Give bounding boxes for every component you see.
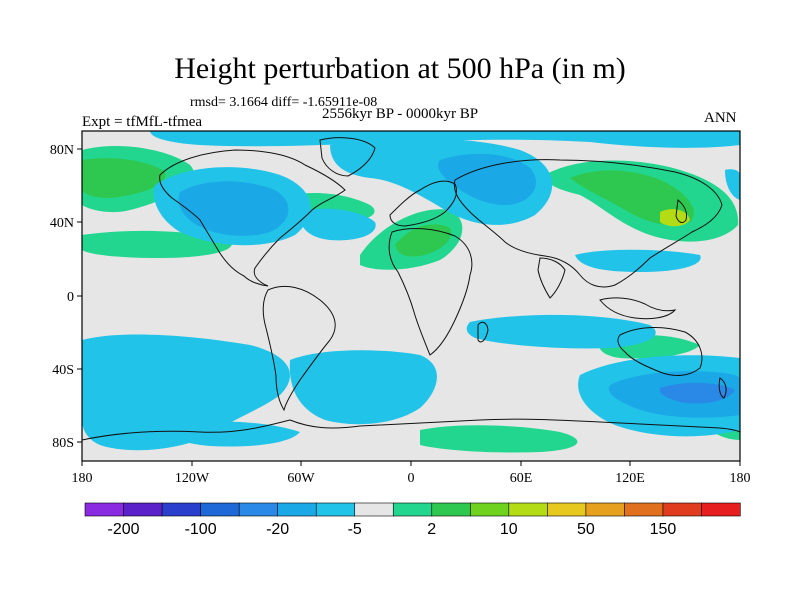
y-axis-labels: 80N 40N 0 40S 80S: [50, 143, 74, 451]
colorbar-swatch: [123, 502, 163, 517]
colorbar-label: 50: [577, 521, 595, 538]
contour-neg-siberia-core: [437, 153, 536, 205]
colorbar-label: -5: [348, 521, 362, 538]
contour-neg-south-pacific: [82, 334, 290, 451]
contour-neg-asia-band: [575, 249, 701, 272]
coast-indonesia: [599, 297, 677, 320]
tick-marks: [77, 148, 741, 466]
colorbar-swatch: [200, 502, 240, 517]
coast-south-america: [262, 285, 336, 412]
y-tick-label: 40N: [50, 216, 74, 231]
colorbar-swatch: [238, 502, 279, 517]
colorbar-swatch: [161, 502, 202, 517]
y-tick-label: 80N: [50, 143, 74, 158]
colorbar-label: -20: [266, 521, 289, 538]
coast-japan: [675, 199, 687, 224]
colorbar-label: 10: [500, 521, 518, 538]
colorbar-swatch: [277, 502, 317, 517]
contour-pos-southern-ocean-band: [420, 425, 578, 453]
y-tick-label: 0: [67, 290, 74, 305]
colorbar-swatch: [469, 502, 510, 517]
colorbar-swatch: [547, 502, 587, 517]
colorbar-label: -200: [108, 521, 140, 538]
coast-greenland: [319, 137, 376, 177]
coastlines: [81, 137, 741, 441]
contour-neg-australia-south-peak: [659, 382, 735, 404]
x-tick-label: 60W: [287, 471, 315, 486]
colorbar-label: 150: [650, 521, 677, 538]
colorbar: [84, 502, 741, 517]
contour-neg-southern-west: [169, 421, 300, 447]
colorbar-swatch: [585, 502, 626, 517]
colorbar-swatch: [315, 502, 356, 517]
x-tick-label: 0: [408, 471, 415, 486]
colorbar-swatch: [392, 502, 433, 517]
rmsd-stats: rmsd= 3.1664 diff= -1.65911e-08: [190, 95, 378, 110]
plot-title: Height perturbation at 500 hPa (in m): [174, 52, 626, 85]
contour-pos-pacific-west: [82, 230, 232, 258]
coast-antarctica: [81, 418, 741, 441]
colorbar-label: -100: [185, 521, 217, 538]
colorbar-label: 2: [427, 521, 436, 538]
coast-new-zealand: [718, 377, 727, 399]
colorbar-labels: -200 -100 -20 -5 2 10 50 150: [108, 521, 677, 538]
y-tick-label: 80S: [52, 436, 74, 451]
contour-neg-south-atlantic: [289, 350, 437, 425]
contour-pos-north-pacific-core: [82, 158, 166, 198]
x-axis-labels: 180 120W 60W 0 60E 120E 180: [72, 471, 751, 486]
coast-africa: [388, 228, 473, 356]
colorbar-swatch: [662, 502, 703, 517]
coast-madagascar: [477, 321, 489, 343]
season-label: ANN: [704, 110, 737, 126]
y-tick-label: 40S: [52, 363, 74, 378]
colorbar-swatch: [354, 502, 394, 517]
colorbar-swatch: [508, 502, 548, 517]
contour-neg-north-america-core: [178, 181, 289, 236]
contour-field: [82, 131, 740, 453]
x-tick-label: 180: [730, 471, 751, 486]
period-label: 2556kyr BP - 0000kyr BP: [322, 106, 479, 122]
experiment-label: Expt = tfMfL-tfmea: [82, 114, 203, 130]
contour-pos-north-africa-core: [395, 224, 451, 257]
coast-asia: [453, 159, 723, 288]
contour-neg-east-edge: [725, 169, 740, 200]
x-tick-label: 120E: [615, 471, 645, 486]
contour-neg-indian-ocean: [466, 314, 656, 349]
coast-north-america: [159, 149, 346, 287]
x-tick-label: 60E: [510, 471, 533, 486]
colorbar-swatch: [431, 502, 471, 517]
coast-australia: [617, 326, 703, 376]
colorbar-swatch: [84, 502, 125, 517]
coast-europe: [389, 180, 458, 227]
contour-neg-arctic-top: [150, 131, 740, 148]
contour-neg-north-atlantic: [299, 208, 376, 241]
colorbar-swatch: [701, 502, 741, 517]
colorbar-swatch: [624, 502, 664, 517]
x-tick-label: 120W: [175, 471, 210, 486]
x-tick-label: 180: [72, 471, 93, 486]
coast-india: [537, 257, 566, 299]
